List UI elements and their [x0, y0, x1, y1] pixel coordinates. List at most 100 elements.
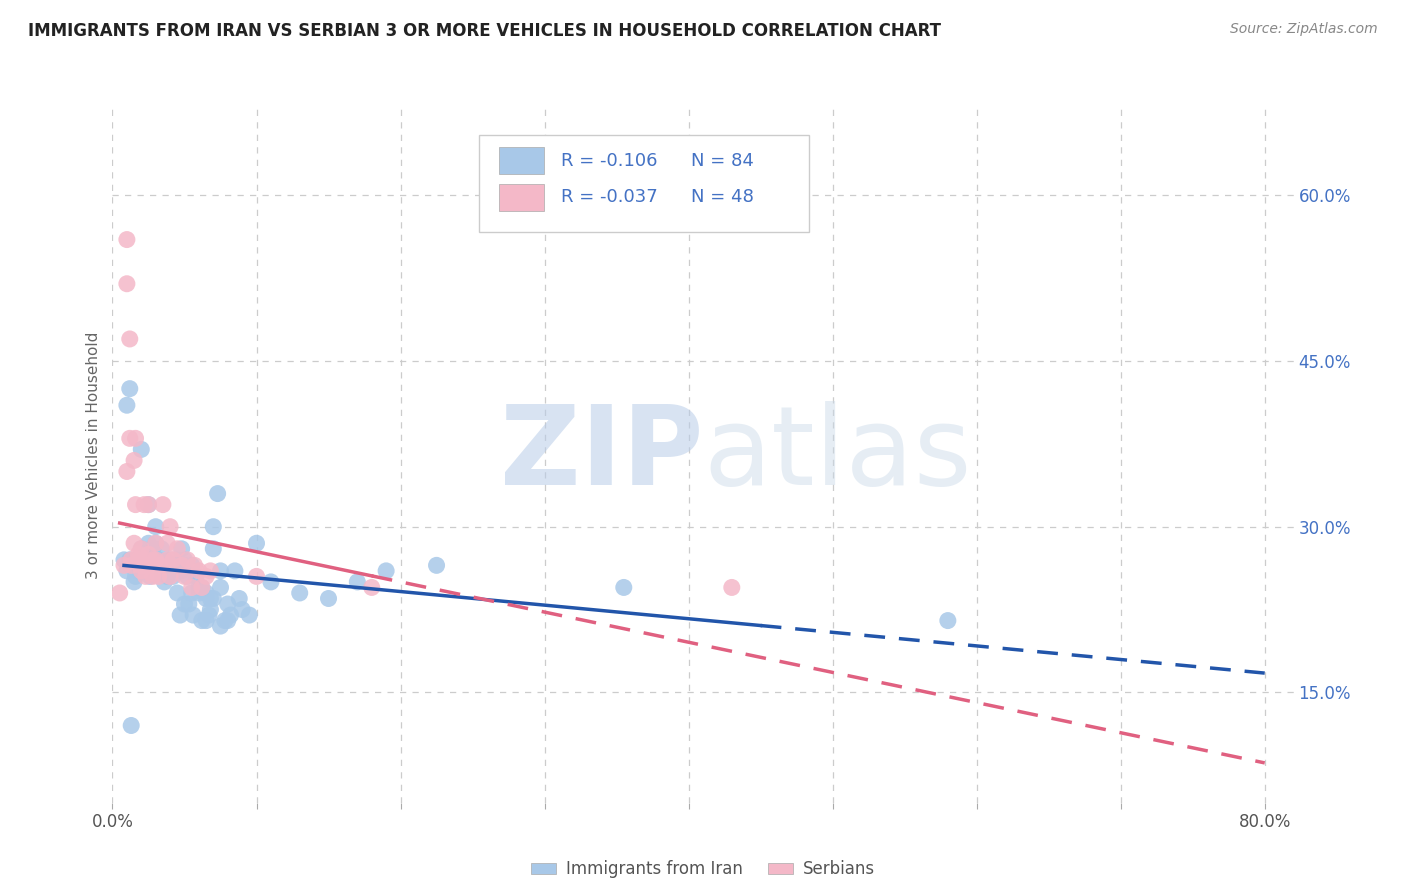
Point [191, 614, 214, 628]
Point [141, 564, 163, 578]
Point [115, 398, 138, 412]
Point [115, 564, 138, 578]
Point [108, 586, 131, 600]
Point [224, 564, 246, 578]
Point [118, 553, 141, 567]
Point [180, 558, 202, 573]
Point [187, 581, 209, 595]
Point [195, 569, 218, 583]
Point [202, 519, 225, 533]
Point [156, 553, 179, 567]
Point [936, 614, 959, 628]
Point [170, 564, 193, 578]
Point [245, 536, 267, 550]
Point [138, 536, 160, 550]
Point [112, 558, 135, 573]
Point [613, 581, 636, 595]
Point [156, 569, 179, 583]
Point [134, 498, 156, 512]
Point [159, 569, 181, 583]
Point [145, 536, 167, 550]
Point [173, 597, 195, 611]
Point [142, 553, 165, 567]
Point [112, 553, 135, 567]
Point [214, 614, 236, 628]
Point [159, 519, 181, 533]
Point [346, 574, 368, 589]
Point [120, 718, 142, 732]
Point [129, 442, 152, 457]
Point [122, 558, 145, 573]
Legend: Immigrants from Iran, Serbians: Immigrants from Iran, Serbians [524, 854, 882, 885]
Point [184, 569, 207, 583]
Point [200, 591, 222, 606]
Point [191, 581, 214, 595]
Text: Source: ZipAtlas.com: Source: ZipAtlas.com [1230, 22, 1378, 37]
Point [134, 558, 156, 573]
Point [209, 564, 232, 578]
Point [375, 564, 398, 578]
Point [159, 553, 181, 567]
FancyBboxPatch shape [499, 147, 544, 174]
Point [219, 608, 242, 623]
Point [127, 553, 149, 567]
Point [124, 431, 146, 445]
Point [170, 541, 193, 556]
Point [148, 553, 170, 567]
Point [124, 498, 146, 512]
Point [170, 558, 193, 573]
Point [145, 536, 167, 550]
Point [148, 569, 170, 583]
Point [245, 569, 267, 583]
Point [134, 553, 156, 567]
Point [209, 581, 232, 595]
Point [187, 586, 209, 600]
Point [139, 569, 162, 583]
Point [177, 597, 200, 611]
Point [183, 558, 205, 573]
Point [198, 608, 221, 623]
Point [238, 608, 260, 623]
Point [115, 233, 138, 247]
Point [176, 569, 198, 583]
Point [118, 332, 141, 346]
Point [139, 558, 162, 573]
Text: R = -0.037: R = -0.037 [561, 188, 658, 206]
Text: ZIP: ZIP [499, 401, 703, 508]
Point [360, 581, 382, 595]
Point [129, 541, 152, 556]
Point [115, 277, 138, 291]
Point [152, 558, 174, 573]
Point [138, 553, 160, 567]
Point [166, 586, 188, 600]
Point [181, 608, 204, 623]
Point [217, 597, 239, 611]
Point [120, 553, 142, 567]
Point [115, 465, 138, 479]
Point [159, 564, 181, 578]
Point [173, 558, 195, 573]
Point [153, 574, 176, 589]
Point [122, 536, 145, 550]
FancyBboxPatch shape [499, 185, 544, 211]
Point [138, 498, 160, 512]
Point [136, 558, 159, 573]
Point [156, 536, 179, 550]
Point [138, 547, 160, 561]
Point [195, 586, 218, 600]
Point [149, 558, 172, 573]
Point [127, 547, 149, 561]
Point [150, 541, 173, 556]
Point [425, 558, 447, 573]
Point [202, 541, 225, 556]
Point [162, 569, 184, 583]
Point [135, 564, 157, 578]
Point [120, 558, 142, 573]
Point [127, 564, 149, 578]
Point [118, 382, 141, 396]
Point [129, 564, 152, 578]
Point [152, 498, 174, 512]
Point [173, 553, 195, 567]
Point [128, 558, 150, 573]
Point [180, 581, 202, 595]
